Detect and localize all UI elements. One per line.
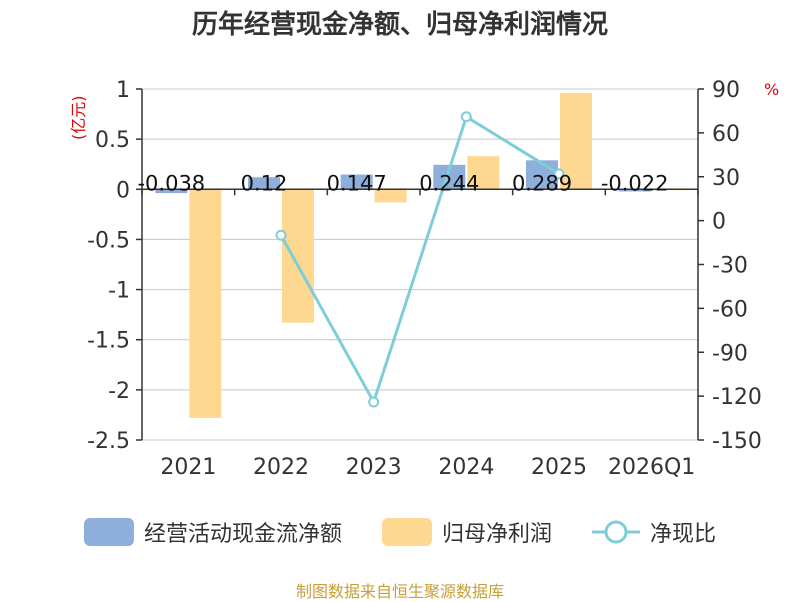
legend-item-cash[interactable]: 经营活动现金流净额 [83, 516, 342, 548]
right-tick-label: -60 [712, 297, 748, 322]
axes [136, 88, 704, 441]
tick-labels: 1 0.5 0 -0.5 -1 -1.5 -2 -2.5 90 60 30 0 -30 -60 -90 -12… [87, 78, 762, 480]
left-tick-label: -1 [108, 279, 130, 304]
ratio-line [275, 111, 565, 408]
legend-swatch-profit [381, 518, 432, 546]
left-tick-label: -2.5 [87, 429, 130, 454]
legend-key-ratio [592, 520, 640, 544]
ratio-point [368, 396, 380, 408]
data-label-cash: 0.289 [512, 171, 572, 195]
bar-profit [467, 156, 500, 190]
bar-cash [248, 177, 280, 190]
bar-cash [340, 174, 373, 190]
legend-label-ratio: 净现比 [650, 522, 717, 547]
x-tick-label: 2023 [346, 455, 402, 480]
legend-item-profit[interactable]: 归母净利润 [381, 516, 552, 548]
data-label-cash: 0.244 [419, 171, 479, 195]
left-tick-label: 1 [116, 78, 130, 103]
x-tick-label: 2024 [438, 455, 494, 480]
legend-swatch-cash [83, 518, 134, 546]
x-tick-label: 2022 [253, 455, 309, 480]
right-tick-label: -150 [712, 429, 762, 454]
right-tick-label: 90 [712, 78, 740, 103]
left-axis-unit-text: (亿元) [69, 96, 88, 141]
bar-profit [560, 93, 592, 190]
ratio-point [553, 168, 565, 180]
source-note: 制图数据来自恒生聚源数据库 [295, 582, 504, 601]
left-tick-label: -0.5 [87, 228, 130, 253]
left-tick-label: -1.5 [87, 329, 130, 354]
ratio-point [275, 229, 287, 241]
bar-profit [374, 189, 407, 203]
ratio-series-line [279, 114, 560, 406]
bars [155, 93, 685, 418]
left-axis-unit: (亿元) [69, 96, 88, 141]
right-axis-unit: % [764, 80, 780, 99]
right-tick-label: -30 [712, 254, 748, 279]
legend-label-profit: 归母净利润 [441, 522, 552, 547]
data-label-cash: 0.147 [327, 171, 387, 195]
left-tick-label: 0 [116, 178, 130, 203]
grid-lines [142, 88, 698, 441]
data-label-cash: 0.12 [241, 171, 288, 195]
bar-profit [282, 189, 314, 323]
right-tick-label: 60 [712, 122, 740, 147]
ratio-point [460, 111, 472, 123]
data-label-cash: -0.022 [601, 171, 669, 195]
data-label-cash: -0.038 [137, 171, 205, 195]
x-tick-label: 2021 [160, 455, 216, 480]
bar-cash [526, 160, 558, 190]
left-tick-label: 0.5 [95, 128, 130, 153]
bar-profit [189, 189, 222, 418]
bar-cash [155, 189, 188, 194]
right-tick-label: -120 [712, 385, 762, 410]
legend: 经营活动现金流净额 归母净利润 净现比 [0, 516, 800, 548]
left-tick-label: -2 [108, 379, 130, 404]
bar-cash [618, 189, 651, 192]
right-tick-label: 0 [712, 210, 726, 235]
chart-title: 历年经营现金净额、归母净利润情况 [191, 10, 608, 40]
x-tick-label: 2025 [531, 455, 587, 480]
legend-label-cash: 经营活动现金流净额 [143, 522, 342, 547]
legend-item-ratio[interactable]: 净现比 [592, 516, 716, 548]
data-labels: -0.038 0.12 0.147 0.244 0.289 -0.022 [137, 171, 668, 195]
x-tick-label: 2026Q1 [608, 455, 695, 480]
right-tick-label: -90 [712, 341, 748, 366]
right-tick-label: 30 [712, 166, 740, 191]
